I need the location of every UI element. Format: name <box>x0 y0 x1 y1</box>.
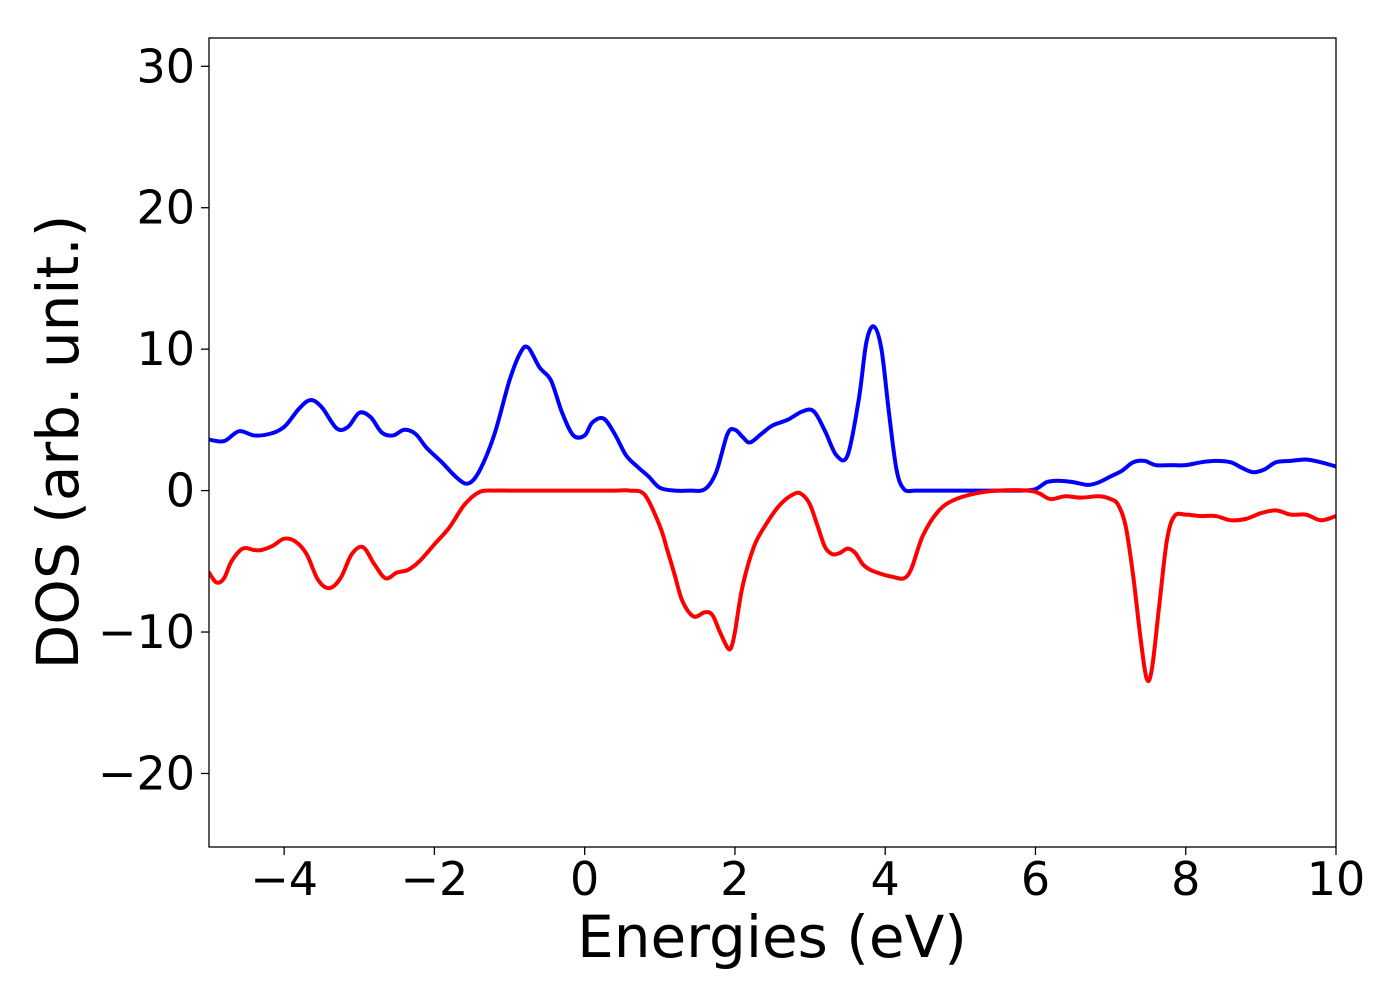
plot-frame <box>208 37 1337 848</box>
series-line-2 <box>209 488 1336 684</box>
x-tick-label: −4 <box>250 852 318 906</box>
x-tick-label: 4 <box>871 852 900 906</box>
y-axis: −20 −10 0 10 20 30 <box>98 39 209 800</box>
x-tick-label: 6 <box>1021 852 1050 906</box>
series-line-1 <box>209 324 1336 494</box>
y-tick-label: 10 <box>136 322 195 376</box>
series-layer <box>209 324 1336 684</box>
x-axis-label: Energies (eV) <box>577 903 967 971</box>
y-tick-label: −20 <box>98 746 195 800</box>
x-axis: −4 −2 0 2 4 6 8 10 <box>250 847 1365 906</box>
y-tick-label: 0 <box>166 464 195 518</box>
x-tick-label: 2 <box>720 852 749 906</box>
y-axis-label: DOS (arb. unit.) <box>24 215 92 670</box>
y-tick-label: −10 <box>98 605 195 659</box>
x-tick-label: 0 <box>570 852 599 906</box>
y-tick-label: 30 <box>136 39 195 93</box>
y-tick-label: 20 <box>136 181 195 235</box>
x-tick-label: 10 <box>1307 852 1366 906</box>
x-tick-label: −2 <box>400 852 468 906</box>
x-tick-label: 8 <box>1171 852 1200 906</box>
